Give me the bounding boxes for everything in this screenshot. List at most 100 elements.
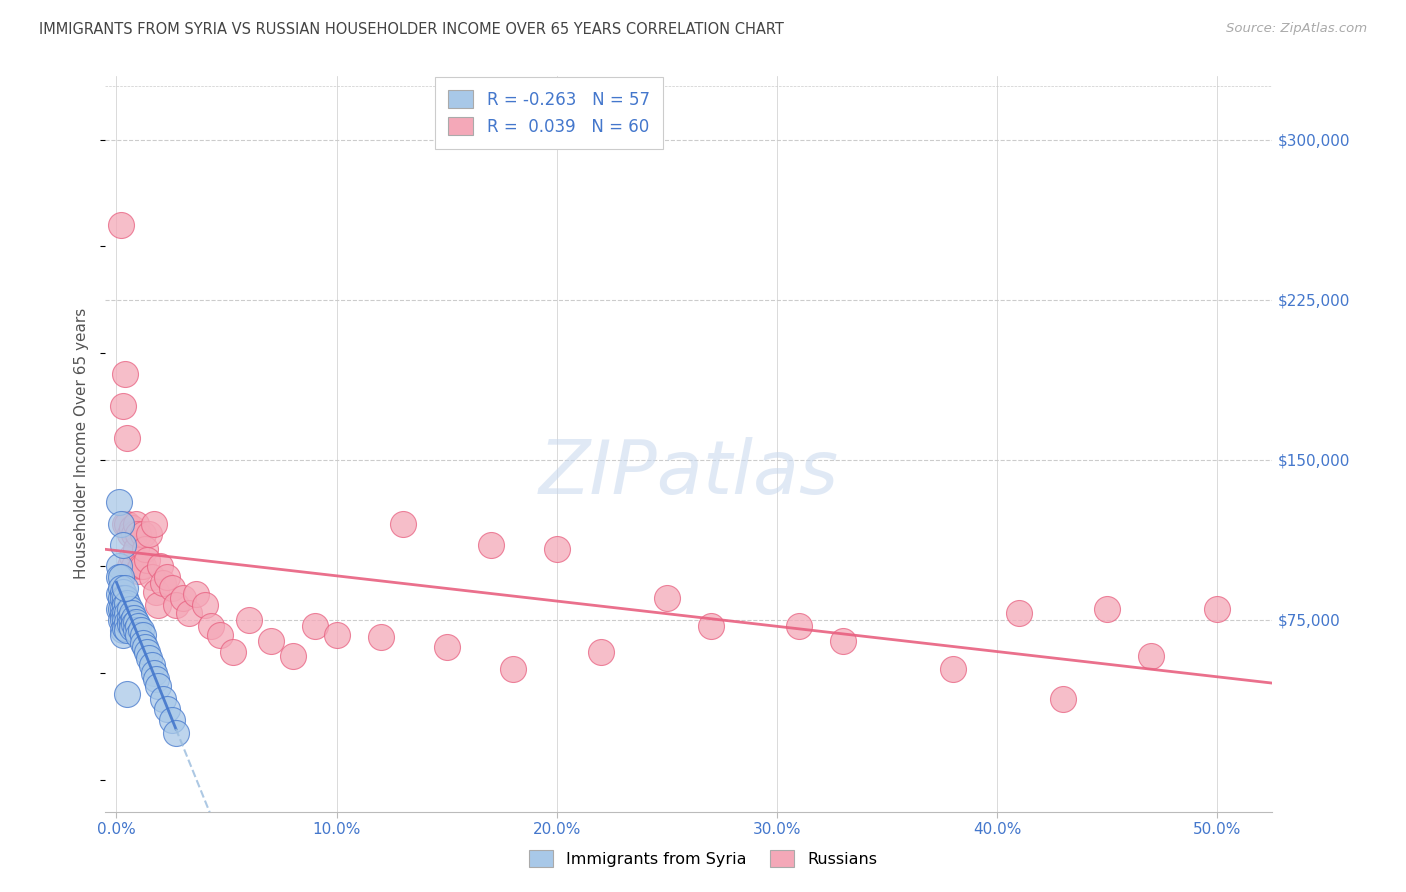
Point <box>134 640 156 655</box>
Point <box>118 527 141 541</box>
Point <box>436 640 458 655</box>
Point <box>107 495 129 509</box>
Point <box>110 602 132 616</box>
Point <box>148 679 170 693</box>
Point <box>118 559 141 574</box>
Point <box>304 619 326 633</box>
Point <box>117 607 139 621</box>
Point <box>112 628 135 642</box>
Point <box>110 581 132 595</box>
Point <box>114 607 136 621</box>
Point <box>145 673 167 687</box>
Point <box>193 598 215 612</box>
Point <box>107 587 129 601</box>
Point <box>122 527 145 541</box>
Point <box>107 559 129 574</box>
Point <box>125 615 148 629</box>
Point <box>136 553 159 567</box>
Point <box>184 587 207 601</box>
Point <box>112 538 135 552</box>
Point <box>132 527 155 541</box>
Point <box>114 368 136 382</box>
Point <box>832 634 855 648</box>
Point <box>118 617 141 632</box>
Point <box>110 613 132 627</box>
Point <box>1097 602 1119 616</box>
Point <box>172 591 194 606</box>
Point <box>107 602 129 616</box>
Y-axis label: Householder Income Over 65 years: Householder Income Over 65 years <box>75 308 90 580</box>
Point <box>1140 648 1163 663</box>
Point <box>589 645 612 659</box>
Text: Source: ZipAtlas.com: Source: ZipAtlas.com <box>1226 22 1367 36</box>
Point <box>114 591 136 606</box>
Point <box>138 651 160 665</box>
Point <box>110 516 132 531</box>
Point <box>502 662 524 676</box>
Point <box>107 570 129 584</box>
Point <box>121 615 143 629</box>
Point <box>700 619 723 633</box>
Point <box>145 585 167 599</box>
Point <box>132 636 155 650</box>
Point <box>152 691 174 706</box>
Point <box>114 598 136 612</box>
Point <box>112 400 135 414</box>
Point <box>129 559 152 574</box>
Point <box>118 602 141 616</box>
Point <box>125 516 148 531</box>
Point <box>142 666 165 681</box>
Point <box>141 570 163 584</box>
Point <box>655 591 678 606</box>
Point <box>132 628 155 642</box>
Point <box>112 608 135 623</box>
Point <box>114 613 136 627</box>
Point <box>238 613 260 627</box>
Point <box>127 527 149 541</box>
Point <box>129 624 152 638</box>
Point <box>179 607 201 621</box>
Point <box>127 628 149 642</box>
Point <box>114 621 136 635</box>
Point <box>165 598 187 612</box>
Point <box>370 630 392 644</box>
Point <box>112 585 135 599</box>
Point <box>156 702 179 716</box>
Point <box>479 538 502 552</box>
Point <box>208 628 231 642</box>
Point <box>112 602 135 616</box>
Point <box>117 615 139 629</box>
Point <box>122 617 145 632</box>
Text: IMMIGRANTS FROM SYRIA VS RUSSIAN HOUSEHOLDER INCOME OVER 65 YEARS CORRELATION CH: IMMIGRANTS FROM SYRIA VS RUSSIAN HOUSEHO… <box>39 22 785 37</box>
Point <box>134 542 156 557</box>
Point <box>122 559 145 574</box>
Legend: R = -0.263   N = 57, R =  0.039   N = 60: R = -0.263 N = 57, R = 0.039 N = 60 <box>434 77 662 149</box>
Point <box>114 581 136 595</box>
Point <box>942 662 965 676</box>
Point <box>117 432 139 446</box>
Point <box>118 610 141 624</box>
Point <box>546 542 568 557</box>
Point <box>391 516 413 531</box>
Point <box>165 726 187 740</box>
Point <box>114 516 136 531</box>
Point <box>121 621 143 635</box>
Point <box>117 596 139 610</box>
Point <box>1206 602 1229 616</box>
Point <box>112 613 135 627</box>
Point <box>160 713 183 727</box>
Point <box>112 591 135 606</box>
Point <box>222 645 245 659</box>
Point <box>127 564 149 578</box>
Point <box>117 624 139 638</box>
Point <box>122 610 145 624</box>
Text: ZIPatlas: ZIPatlas <box>538 437 839 509</box>
Point <box>325 628 347 642</box>
Point <box>281 648 304 663</box>
Point <box>117 516 139 531</box>
Point <box>121 607 143 621</box>
Point <box>160 581 183 595</box>
Point <box>132 559 155 574</box>
Point <box>787 619 810 633</box>
Point <box>136 645 159 659</box>
